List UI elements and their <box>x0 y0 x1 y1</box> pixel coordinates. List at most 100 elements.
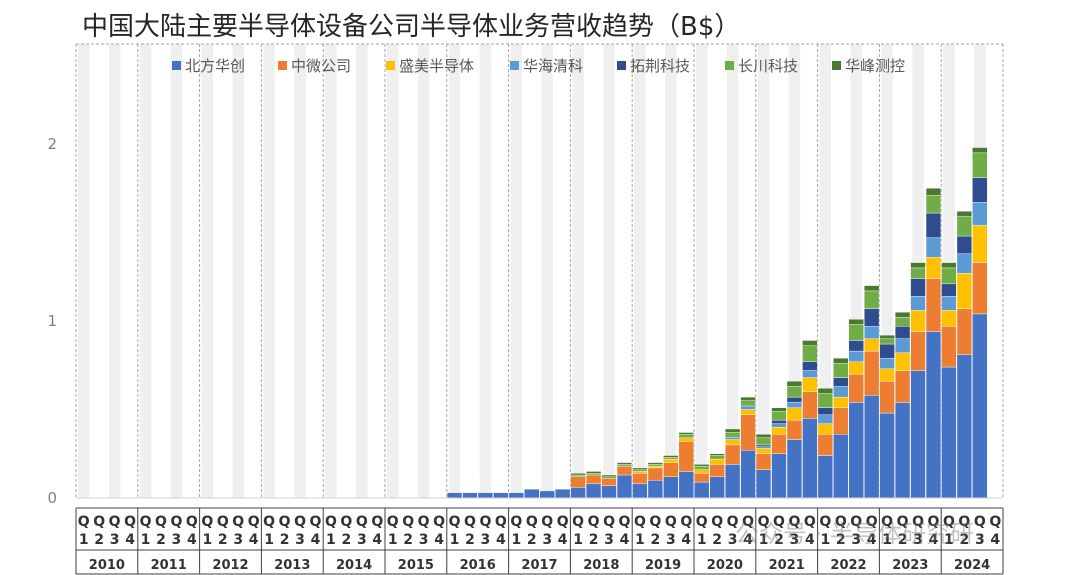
x-tick-label: Q <box>526 514 538 530</box>
x-tick-label: 1 <box>944 532 954 548</box>
legend: 北方华创 中微公司 盛美半导体 华海清科 拓荆科技 长川科技 华峰测控 <box>172 57 905 75</box>
bar-segment <box>879 334 895 339</box>
bar-segment <box>894 311 911 318</box>
x-tick-label: Q <box>387 514 399 530</box>
bar-segment <box>817 393 833 408</box>
x-tick-label: 2 <box>589 532 599 548</box>
x-tick-label: Q <box>325 514 337 530</box>
x-tick-label: 1 <box>141 532 151 548</box>
bar-segment <box>709 455 725 460</box>
x-tick-label: 4 <box>249 532 259 548</box>
column-band <box>757 44 770 498</box>
x-tick-label: 3 <box>728 532 738 548</box>
column-band <box>139 44 152 498</box>
column-band <box>232 44 244 498</box>
bar-segment <box>786 396 803 403</box>
bar-segment <box>647 464 663 467</box>
bar-segment <box>601 478 617 486</box>
bar-segment <box>771 419 787 424</box>
bar-segment <box>864 308 880 327</box>
bar-segment <box>833 407 849 435</box>
bar-segment <box>725 444 741 465</box>
column-band <box>448 44 461 498</box>
x-tick-label: Q <box>279 514 291 530</box>
bar-segment <box>848 324 864 341</box>
x-tick-label: Q <box>294 514 306 530</box>
x-tick-label: 4 <box>496 532 506 548</box>
x-tick-label: Q <box>989 514 1001 530</box>
bar-segment <box>678 471 694 499</box>
legend-item: 中微公司 <box>278 57 351 75</box>
x-tick-label: 3 <box>913 532 923 548</box>
bar-segment <box>694 469 710 474</box>
x-tick-label: 3 <box>172 532 182 548</box>
bar-segment <box>925 237 942 258</box>
bar-segment <box>972 177 988 203</box>
x-tick-label: Q <box>649 514 661 530</box>
x-tick-label: Q <box>356 514 368 530</box>
x-tick-label: Q <box>804 514 816 530</box>
bar-segment <box>694 473 710 483</box>
x-tick-label: Q <box>928 514 940 530</box>
chart-title: 中国大陆主要半导体设备公司半导体业务营收趋势（B$） <box>82 12 741 42</box>
bar-segment <box>956 211 972 217</box>
bar-segment <box>725 464 741 499</box>
column-band <box>417 44 430 498</box>
bar-segment <box>817 455 833 499</box>
bar-segment <box>725 439 741 446</box>
bar-segment <box>972 225 988 263</box>
column-band <box>850 44 862 498</box>
x-tick-label: 4 <box>990 532 1000 548</box>
bar-segment <box>663 455 679 458</box>
bar-segment <box>663 458 679 463</box>
bar-segment <box>493 492 509 499</box>
bar-segment <box>925 331 942 499</box>
legend-item: 盛美半导体 <box>386 57 474 75</box>
bar-segment <box>508 492 524 499</box>
x-tick-label: Q <box>155 514 167 530</box>
bar-segment <box>740 414 756 451</box>
bar-segment <box>771 423 787 428</box>
column-band <box>108 44 121 498</box>
bar-segment <box>601 485 617 499</box>
bar-segment <box>956 216 972 237</box>
legend-label: 长川科技 <box>738 57 798 75</box>
column-band <box>387 44 399 498</box>
x-tick-label: Q <box>201 514 213 530</box>
bar-segment <box>477 492 494 499</box>
x-axis-labels: Q1Q2Q3Q4Q1Q2Q3Q4Q1Q2Q3Q4Q1Q2Q3Q4Q1Q2Q3Q4… <box>75 507 1004 575</box>
bar-segment <box>570 473 586 476</box>
year-label: 2011 <box>151 558 187 573</box>
year-label: 2013 <box>274 558 310 573</box>
bar-segment <box>570 476 586 488</box>
bar-segment <box>864 395 880 499</box>
bar-segment <box>616 465 633 476</box>
bar-segment <box>802 340 818 346</box>
x-tick-label: 3 <box>975 532 985 548</box>
x-tick-label: Q <box>170 514 182 530</box>
x-tick-label: Q <box>124 514 136 530</box>
x-tick-label: 2 <box>527 532 537 548</box>
bar-segment <box>864 350 880 396</box>
bar-segment <box>755 469 772 499</box>
x-tick-label: Q <box>340 514 352 530</box>
x-tick-label: Q <box>603 514 615 530</box>
bar-segment <box>694 481 710 499</box>
bar-segment <box>616 462 633 465</box>
bar-segment <box>802 345 818 362</box>
bar-segment <box>910 370 926 499</box>
x-tick-label: 2 <box>94 532 104 548</box>
legend-swatch <box>510 61 519 70</box>
bar-segment <box>740 450 756 499</box>
bar-segment <box>802 377 818 393</box>
x-tick-label: 1 <box>79 532 89 548</box>
column-bands <box>75 43 1004 498</box>
x-tick-label: Q <box>634 514 646 530</box>
column-band <box>881 44 893 498</box>
bar-segment <box>709 464 725 477</box>
bar-segment <box>833 357 849 364</box>
x-tick-label: 3 <box>481 532 491 548</box>
bar-segment <box>802 370 818 378</box>
bar-segment <box>879 412 895 499</box>
